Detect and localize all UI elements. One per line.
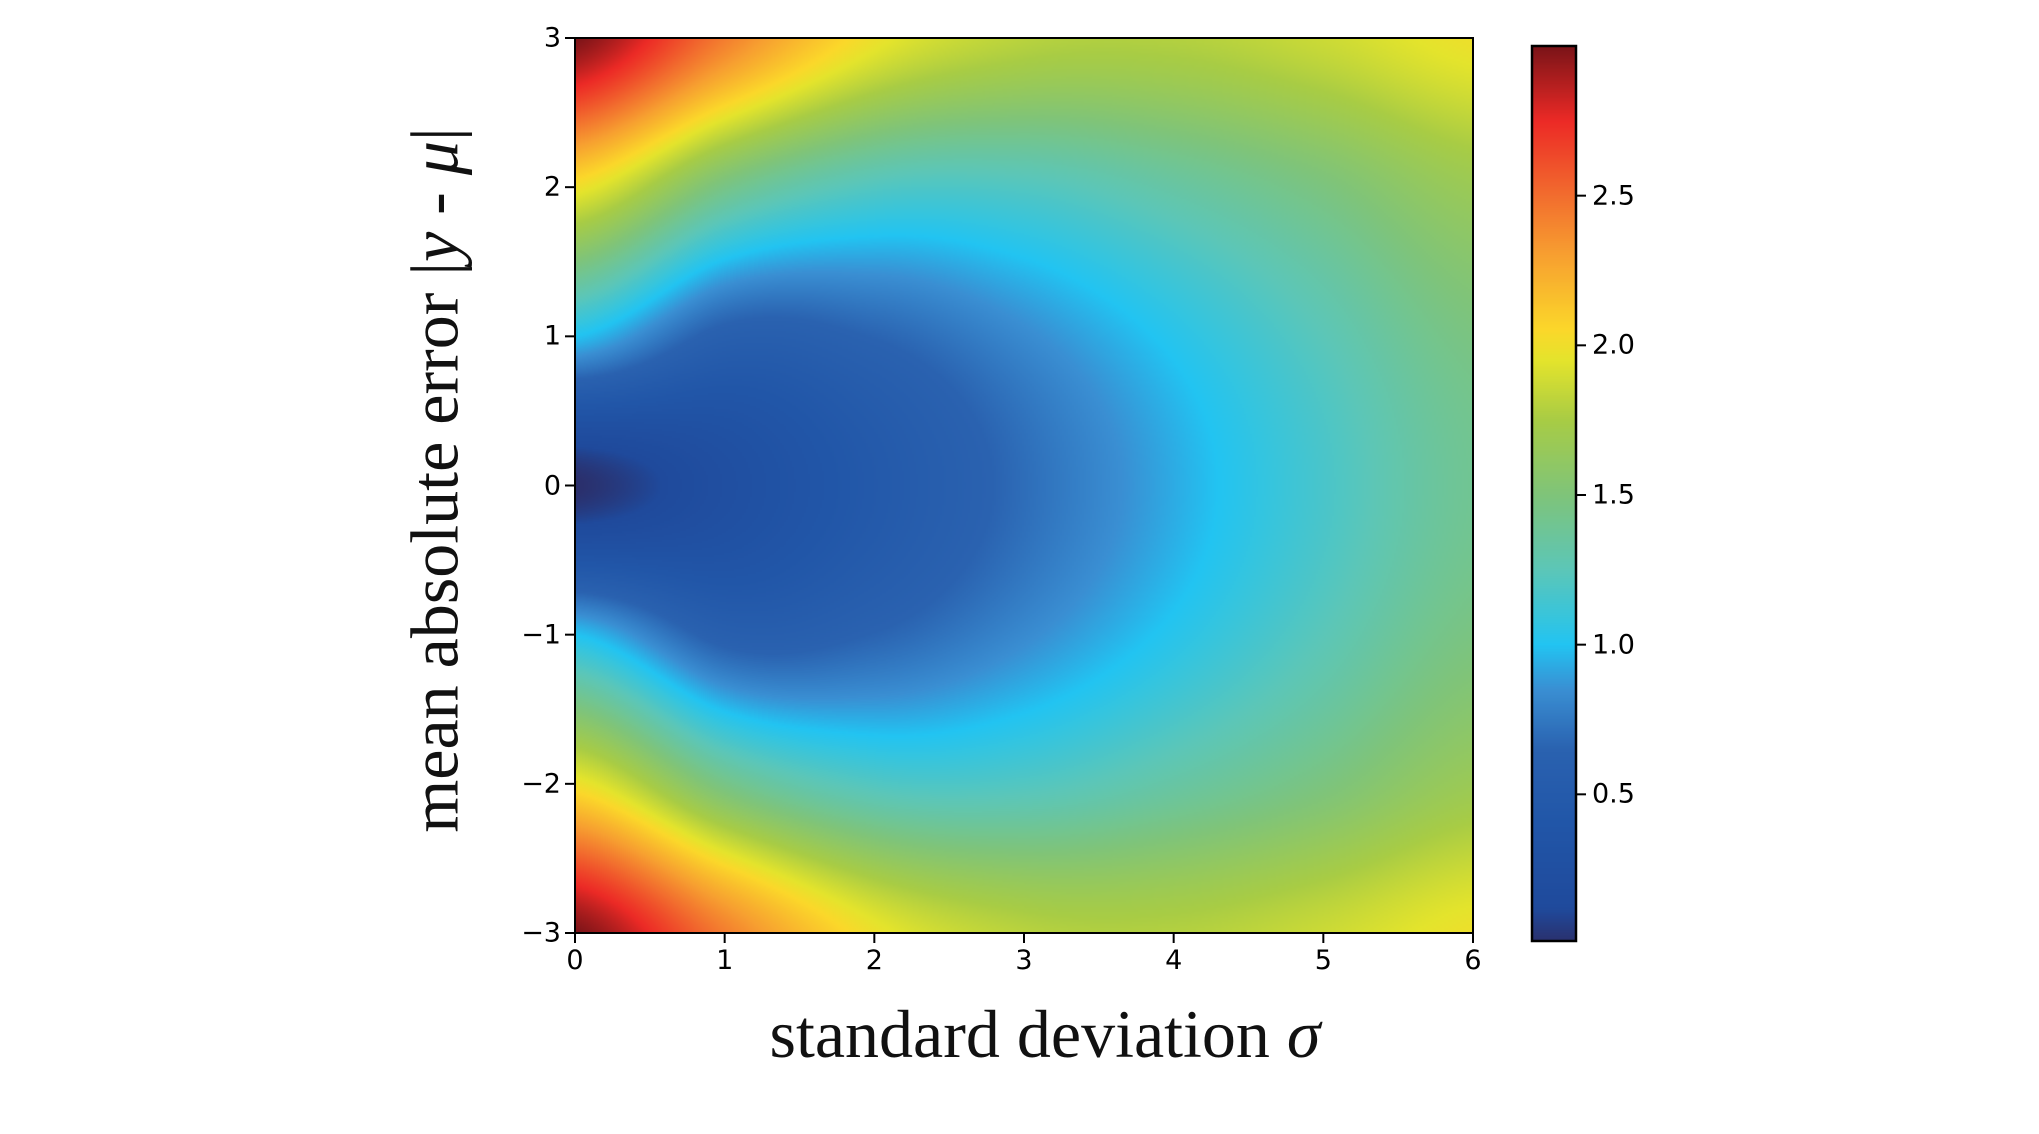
y-tick-label: 3	[543, 22, 561, 54]
y-axis-ticks	[565, 37, 575, 934]
x-tick-label: 1	[716, 945, 734, 976]
colorbar-tick-label: 0.5	[1592, 778, 1635, 810]
heatmap-surface	[575, 38, 1473, 933]
colorbar-tick-label: 2.0	[1592, 329, 1635, 361]
mu-symbol: μ	[396, 141, 473, 176]
x-tick-label: 0	[566, 945, 584, 976]
x-axis-ticks	[574, 933, 1474, 943]
y-axis-label-text: mean absolute error |	[396, 262, 473, 833]
x-tick-label: 4	[1165, 945, 1183, 976]
colorbar-ticks	[1576, 194, 1586, 796]
x-tick-label: 5	[1314, 945, 1332, 976]
colorbar-tick-label: 1.5	[1592, 479, 1635, 511]
x-axis-label-text: standard deviation	[769, 996, 1270, 1072]
x-axis-label: standard deviation σ	[770, 995, 1321, 1074]
y-symbol: y	[396, 231, 473, 262]
x-tick-label: 3	[1015, 945, 1033, 976]
minus-symbol: -	[396, 175, 473, 232]
y-tick-label: −3	[521, 917, 561, 949]
colorbar-tick-label: 2.5	[1592, 180, 1635, 212]
y-tick-label: 0	[543, 470, 561, 501]
colorbar-frame	[1530, 44, 1578, 943]
sigma-symbol: σ	[1286, 996, 1321, 1072]
y-tick-label: 2	[543, 171, 561, 203]
y-axis-label: mean absolute error |y - μ|	[396, 127, 475, 832]
x-tick-label: 6	[1464, 945, 1482, 976]
abs-bar-symbol: |	[396, 127, 473, 142]
y-tick-label: −1	[521, 619, 561, 651]
x-tick-label: 2	[865, 945, 883, 976]
y-tick-label: 1	[543, 320, 561, 352]
y-tick-label: −2	[521, 768, 561, 800]
colorbar-tick-label: 1.0	[1592, 629, 1635, 661]
colorbar-gradient	[1532, 46, 1576, 941]
